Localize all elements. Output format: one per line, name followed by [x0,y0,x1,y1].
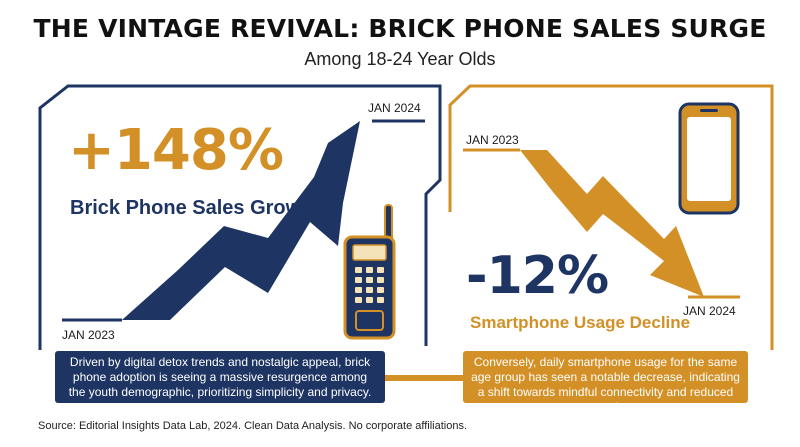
infographic-subtitle: Among 18-24 Year Olds [304,49,496,69]
right-stat-caption: Smartphone Usage Decline [470,313,691,332]
infographic-title: THE VINTAGE REVIVAL: BRICK PHONE SALES S… [33,14,767,43]
right-end-label: JAN 2024 [683,304,736,318]
left-panel-frame [38,84,442,350]
left-trend-arrow [122,121,360,320]
left-end-label: JAN 2024 [368,101,421,115]
right-start-label: JAN 2023 [466,133,519,147]
left-stat-caption: Brick Phone Sales Growth [70,197,321,219]
right-description-box: Conversely, daily smartphone usage for t… [463,351,748,414]
brick-phone-icon [343,204,396,340]
source-note: Source: Editorial Insights Data Lab, 202… [38,420,468,432]
right-trend-arrow [520,150,704,297]
right-stat-value: -12% [466,246,609,306]
smartphone-icon [678,102,740,215]
left-stat-value: +148% [68,118,284,183]
left-start-label: JAN 2023 [62,328,115,342]
right-panel-frame [448,84,774,350]
left-description-box: Driven by digital detox trends and nosta… [55,351,385,403]
